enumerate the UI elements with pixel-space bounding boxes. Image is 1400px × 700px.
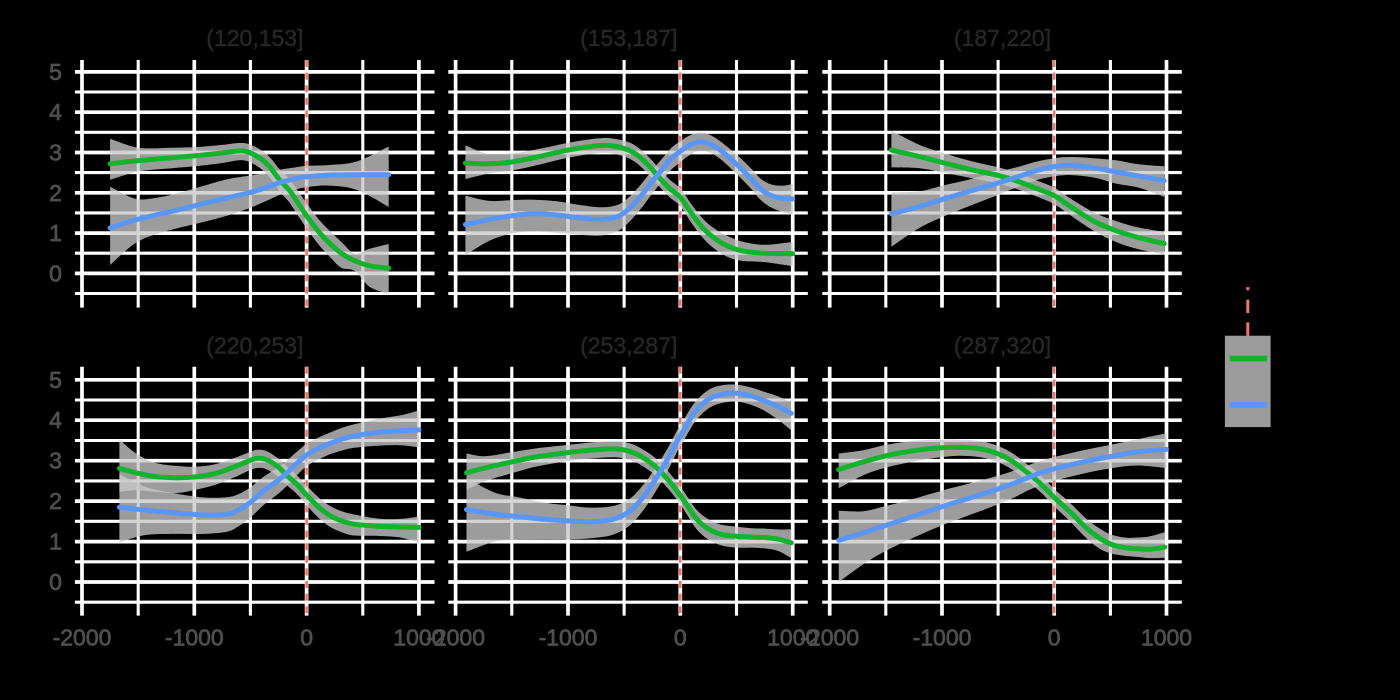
svg-text:1000: 1000: [767, 625, 818, 651]
svg-text:-2000: -2000: [800, 625, 859, 651]
svg-text:1000: 1000: [1141, 625, 1192, 651]
svg-text:2: 2: [49, 488, 62, 514]
svg-text:(220,253]: (220,253]: [206, 333, 303, 359]
svg-text:(187,220]: (187,220]: [954, 25, 1051, 51]
svg-text:2: 2: [49, 180, 62, 206]
svg-text:-2000: -2000: [53, 625, 112, 651]
svg-text:0: 0: [674, 625, 687, 651]
svg-text:(120,153]: (120,153]: [206, 25, 303, 51]
svg-text:5: 5: [49, 367, 62, 393]
svg-text:-1000: -1000: [539, 625, 598, 651]
svg-text:(287,320]: (287,320]: [954, 333, 1051, 359]
svg-text:0: 0: [300, 625, 313, 651]
svg-text:(153,187]: (153,187]: [580, 25, 677, 51]
svg-text:0: 0: [49, 260, 62, 286]
svg-text:3: 3: [49, 448, 62, 474]
svg-text:1: 1: [49, 220, 62, 246]
svg-text:4: 4: [49, 407, 62, 433]
svg-text:-1000: -1000: [913, 625, 972, 651]
svg-text:5: 5: [49, 59, 62, 85]
svg-text:3: 3: [49, 140, 62, 166]
svg-text:(253,287]: (253,287]: [580, 333, 677, 359]
svg-text:1000: 1000: [393, 625, 444, 651]
svg-text:1: 1: [49, 529, 62, 555]
svg-text:0: 0: [49, 569, 62, 595]
svg-text:0: 0: [1048, 625, 1061, 651]
svg-text:-1000: -1000: [165, 625, 224, 651]
svg-text:4: 4: [49, 99, 62, 125]
svg-text:-2000: -2000: [426, 625, 485, 651]
